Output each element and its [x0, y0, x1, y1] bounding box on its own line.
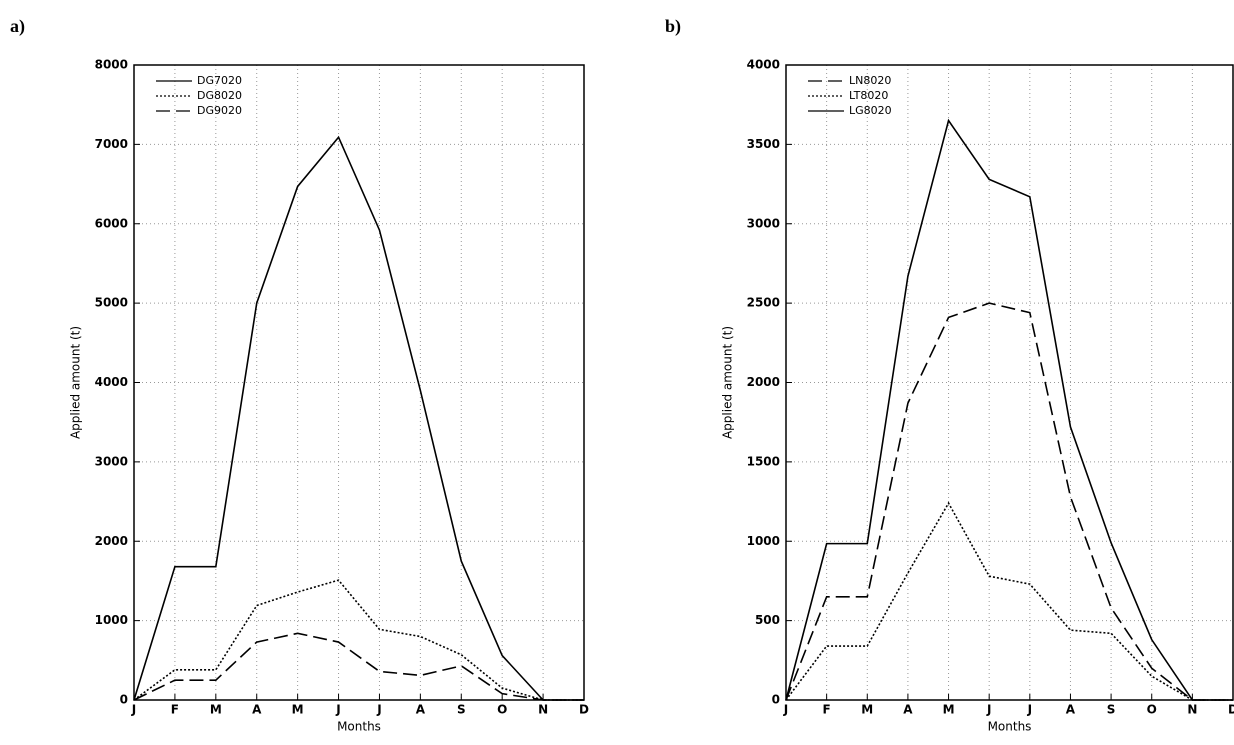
- x-tick-label: A: [252, 703, 262, 717]
- y-tick-label: 3000: [747, 216, 780, 230]
- x-tick-label: N: [538, 703, 548, 717]
- x-tick-label: O: [497, 703, 507, 717]
- y-tick-label: 3500: [747, 137, 780, 151]
- x-tick-label: J: [1027, 703, 1032, 717]
- series-line: [133, 579, 584, 701]
- x-tick-label: J: [376, 703, 381, 717]
- legend-label: DG9020: [197, 104, 242, 117]
- x-axis-label: Months: [988, 720, 1032, 734]
- x-tick-label: J: [131, 703, 136, 717]
- legend-label: LN8020: [849, 74, 891, 87]
- plot-frame: [785, 64, 1234, 701]
- y-tick-label: 4000: [95, 375, 128, 389]
- x-tick-label: J: [335, 703, 340, 717]
- y-tick-label: 4000: [747, 58, 780, 72]
- y-tick-label: 8000: [95, 58, 128, 72]
- legend-label: LG8020: [849, 104, 892, 117]
- x-tick-label: N: [1187, 703, 1197, 717]
- x-tick-label: S: [457, 703, 466, 717]
- y-tick-label: 6000: [95, 216, 128, 230]
- x-tick-label: M: [292, 703, 304, 717]
- y-tick-label: 2000: [747, 375, 780, 389]
- plot-frame: [133, 64, 585, 701]
- x-tick-label: M: [210, 703, 222, 717]
- y-tick-label: 1000: [747, 534, 780, 548]
- x-tick-label: J: [986, 703, 991, 717]
- y-axis-label: Applied amount (t): [721, 326, 735, 439]
- y-tick-label: 500: [755, 613, 780, 627]
- y-tick-label: 3000: [95, 454, 128, 468]
- panel-label: a): [10, 16, 25, 37]
- x-tick-label: S: [1107, 703, 1116, 717]
- series-line: [133, 135, 584, 701]
- y-tick-label: 1500: [747, 454, 780, 468]
- x-tick-label: D: [579, 703, 589, 717]
- y-tick-label: 7000: [95, 137, 128, 151]
- x-tick-label: M: [943, 703, 955, 717]
- x-tick-label: F: [823, 703, 831, 717]
- legend-label: LT8020: [849, 89, 888, 102]
- y-tick-label: 0: [120, 693, 128, 707]
- x-tick-label: D: [1228, 703, 1234, 717]
- x-tick-label: A: [903, 703, 913, 717]
- x-tick-label: A: [416, 703, 426, 717]
- y-tick-label: 2000: [95, 534, 128, 548]
- x-tick-label: J: [783, 703, 788, 717]
- x-tick-label: A: [1066, 703, 1076, 717]
- x-tick-label: F: [171, 703, 179, 717]
- legend-label: DG7020: [197, 74, 242, 87]
- y-tick-label: 0: [772, 693, 780, 707]
- series-line: [785, 118, 1233, 701]
- x-tick-label: M: [861, 703, 873, 717]
- y-tick-label: 1000: [95, 613, 128, 627]
- series-line: [133, 632, 584, 701]
- x-axis-label: Months: [337, 720, 381, 734]
- series-line: [785, 302, 1233, 701]
- x-tick-label: O: [1147, 703, 1157, 717]
- series-line: [785, 501, 1233, 701]
- y-tick-label: 2500: [747, 296, 780, 310]
- legend-label: DG8020: [197, 89, 242, 102]
- y-tick-label: 5000: [95, 296, 128, 310]
- y-axis-label: Applied amount (t): [69, 326, 83, 439]
- panel-label: b): [665, 16, 681, 37]
